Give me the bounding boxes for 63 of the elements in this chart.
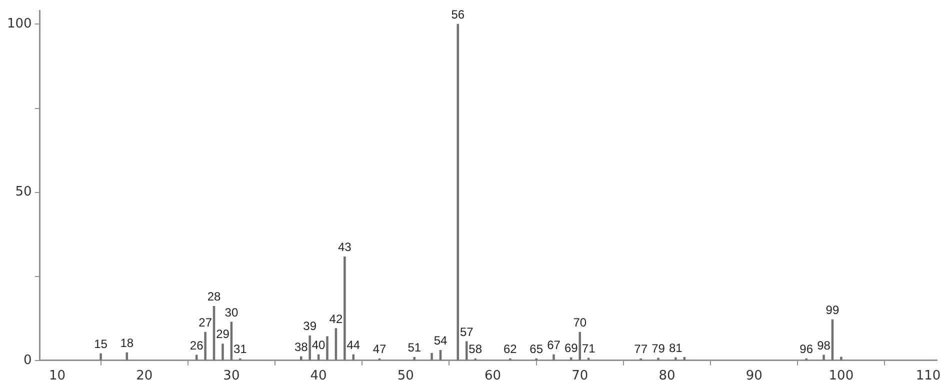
x-tick-label: 40: [310, 368, 327, 384]
annotation: 57: [460, 324, 474, 339]
annotation: 40: [312, 338, 326, 352]
annotation: 28: [207, 290, 222, 304]
bar: [300, 356, 302, 360]
x-tick-label: 110: [916, 368, 941, 384]
bar: [100, 353, 102, 360]
annotation: 31: [233, 342, 248, 356]
bar: [222, 344, 224, 360]
x-tick-label: 50: [397, 368, 414, 384]
bar: [578, 332, 581, 360]
bar: [840, 356, 842, 360]
bar: [204, 332, 206, 360]
y-tick-label: 100: [6, 16, 32, 32]
annotation: 38: [294, 340, 308, 354]
annotation: 27: [198, 315, 212, 330]
annotation: 47: [372, 342, 387, 356]
annotation: 98: [817, 338, 831, 352]
x-tick-label: 100: [828, 368, 854, 384]
x-tick-label: 60: [484, 368, 502, 384]
y-tick-label: 50: [15, 184, 32, 200]
annotation: 99: [826, 303, 840, 318]
x-tick-label: 20: [136, 368, 153, 384]
annotation: 81: [669, 341, 683, 356]
annotation: 26: [190, 338, 204, 352]
y-tick-label: 0: [24, 352, 32, 368]
annotation: 39: [303, 319, 317, 334]
annotation: 71: [582, 341, 596, 356]
annotation: 44: [346, 338, 360, 352]
bar: [657, 358, 660, 360]
bar: [344, 256, 346, 360]
annotation: 29: [216, 327, 230, 342]
bar: [552, 354, 555, 360]
annotation: 70: [573, 315, 587, 330]
annotation: 15: [94, 336, 108, 351]
bar: [326, 336, 328, 360]
annotation: 42: [329, 312, 343, 326]
bar: [570, 357, 572, 360]
annotation: 54: [434, 334, 448, 348]
bar: [413, 357, 416, 360]
x-tick-label: 70: [572, 368, 588, 384]
annotation: 30: [224, 305, 238, 320]
annotation: 65: [530, 342, 544, 356]
annotation: 18: [120, 336, 134, 350]
annotation: 56: [451, 8, 465, 22]
x-tick-label: 80: [658, 368, 676, 384]
x-tick-label: 30: [223, 368, 240, 384]
bar: [308, 336, 311, 360]
annotation: 62: [504, 342, 518, 356]
annotation: 58: [468, 342, 482, 356]
annotation: 79: [652, 341, 666, 356]
bar: [674, 357, 677, 360]
annotation: 69: [564, 341, 578, 356]
x-tick-label: 10: [48, 368, 66, 384]
annotation: 51: [408, 340, 422, 355]
bar: [430, 353, 433, 360]
annotation: 43: [338, 240, 352, 254]
annotation: 67: [547, 338, 561, 352]
bar: [466, 341, 468, 360]
annotation: 96: [800, 342, 814, 356]
annotation: 77: [634, 342, 648, 356]
x-tick-label: 90: [746, 368, 762, 384]
bar: [822, 354, 825, 360]
